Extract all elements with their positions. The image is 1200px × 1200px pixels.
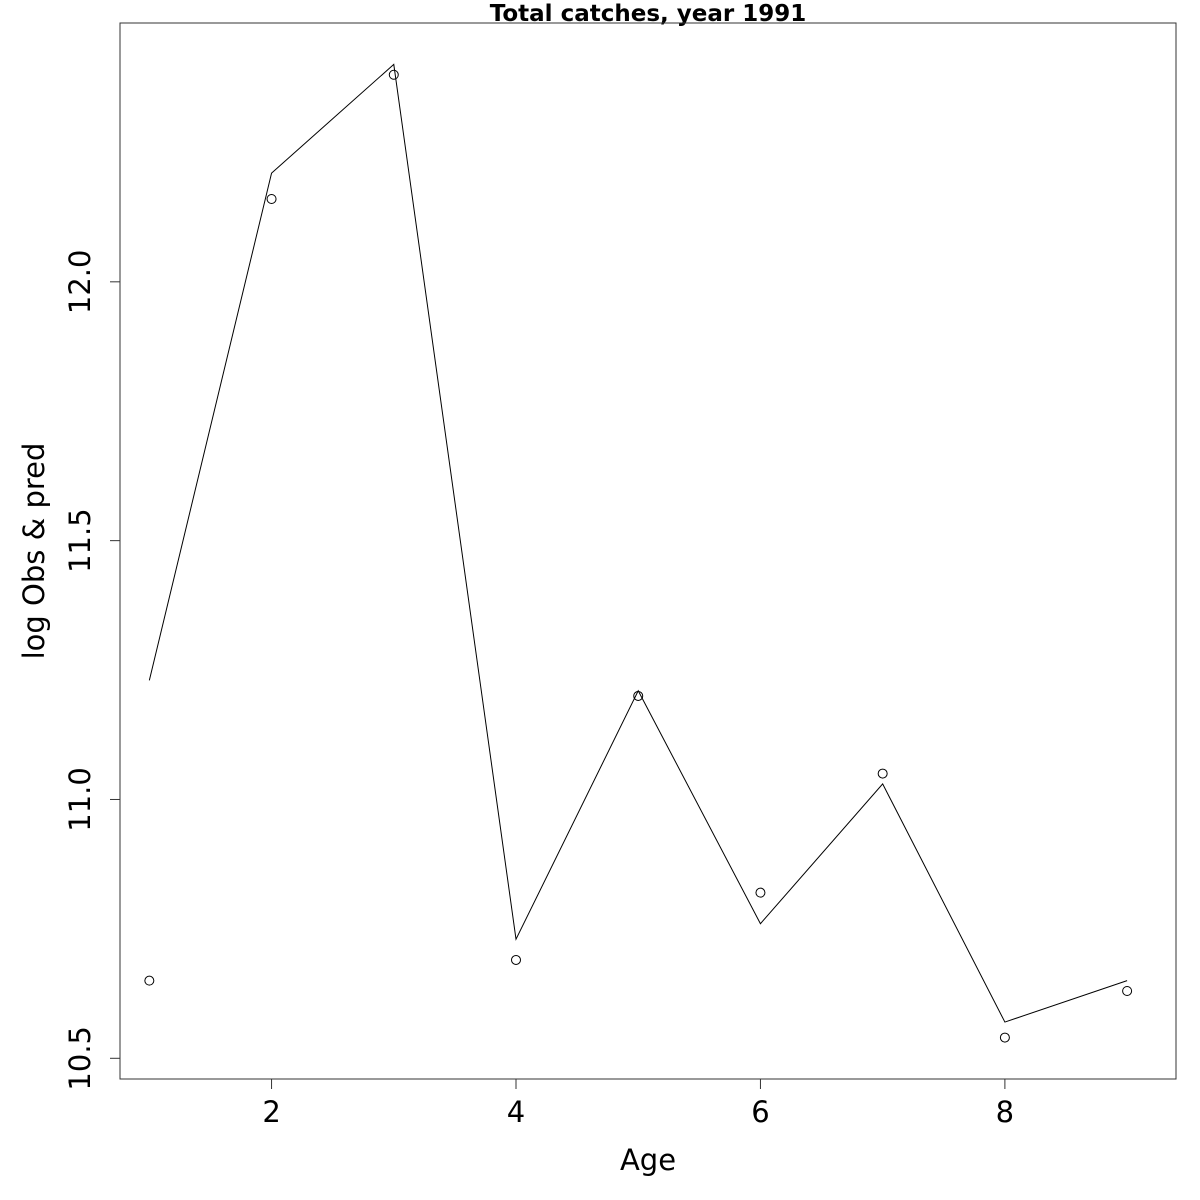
observed-point [388, 69, 399, 80]
observed-point [877, 768, 888, 779]
y-tick-label: 11.0 [63, 767, 97, 832]
x-tick-label: 2 [262, 1095, 280, 1129]
y-tick-label: 11.5 [63, 508, 97, 573]
x-axis: 2 4 6 8 [262, 1078, 1014, 1129]
observed-point [755, 887, 766, 898]
y-tick-label: 10.5 [63, 1026, 97, 1091]
observed-point [266, 194, 277, 204]
y-tick-label: 12.0 [63, 250, 97, 315]
predicted-line [148, 63, 1128, 1023]
observed-point [1122, 986, 1133, 996]
x-tick-label: 6 [751, 1095, 769, 1129]
y-axis-label: log Obs & pred [17, 443, 51, 660]
x-tick-label: 4 [507, 1095, 525, 1129]
observed-point [144, 975, 155, 986]
plot-frame [119, 22, 1177, 1080]
x-axis-label: Age [620, 1143, 676, 1177]
observed-point [633, 690, 644, 701]
y-axis: 10.5 11.0 11.5 12.0 [63, 250, 121, 1091]
plot-area [144, 63, 1133, 1043]
x-tick-label: 8 [996, 1095, 1014, 1129]
observed-point [511, 954, 521, 965]
observed-point [999, 1032, 1010, 1043]
